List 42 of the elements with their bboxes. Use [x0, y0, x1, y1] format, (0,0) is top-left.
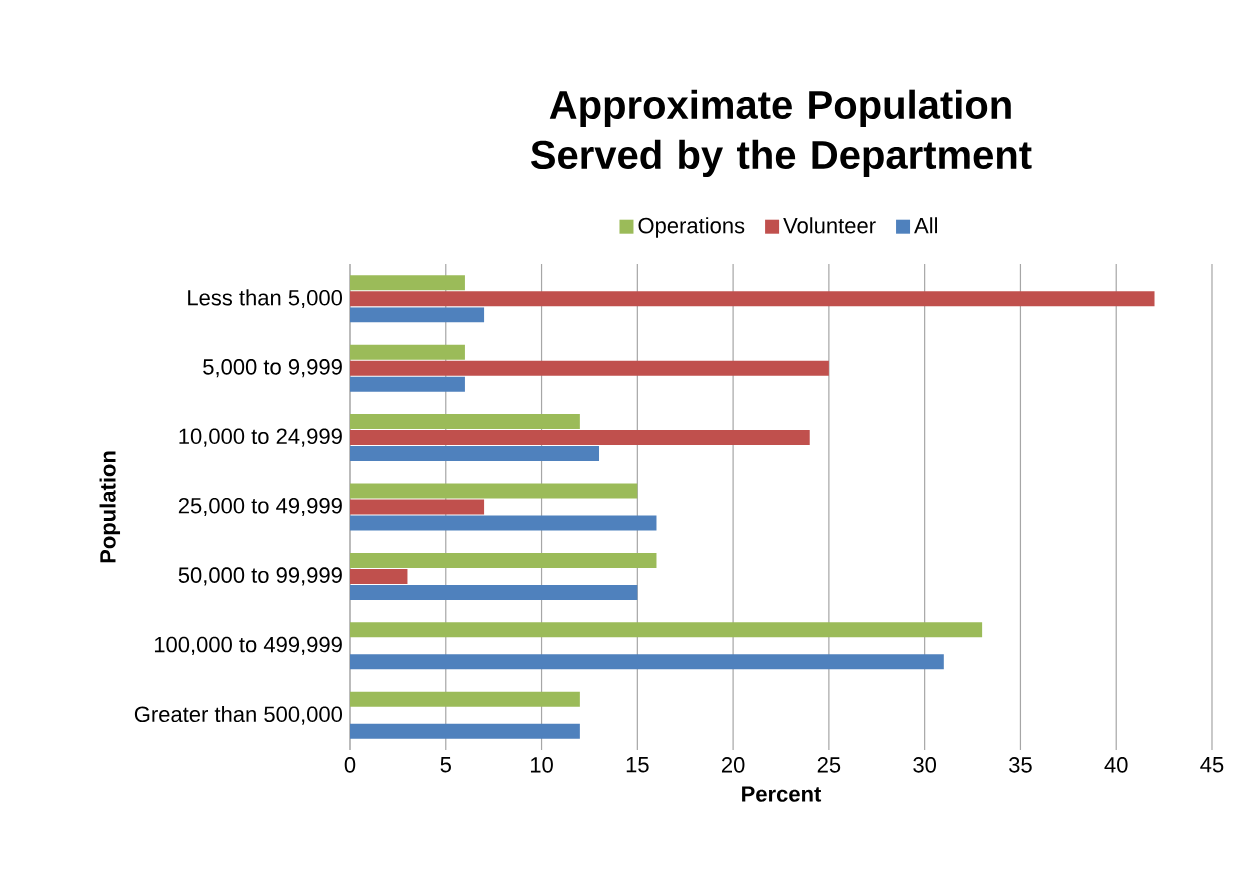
bar [350, 584, 638, 600]
chart-title: Approximate Population Served by the Department [530, 89, 1032, 177]
x-tick-label: 40 [1104, 757, 1128, 773]
x-tick-label: 25 [817, 757, 841, 773]
y-tick-label: 100,000 to 499,999 [154, 636, 342, 655]
bar [350, 414, 580, 430]
y-tick-label: 10,000 to 24,999 [179, 428, 342, 447]
bar [350, 360, 829, 376]
legend-label: Operations [638, 217, 745, 238]
legend-label: Volunteer [783, 217, 876, 234]
bar [350, 691, 580, 707]
y-tick-label: 25,000 to 49,999 [178, 497, 342, 517]
legend-label: All [914, 217, 938, 234]
bar [350, 568, 408, 584]
bar [350, 483, 638, 499]
bar [350, 723, 580, 739]
bar [350, 430, 810, 446]
bar [350, 291, 1155, 307]
bar [350, 376, 465, 392]
x-tick-label: 5 [440, 757, 451, 773]
x-axis-title: Percent [742, 786, 822, 802]
bar [350, 307, 485, 323]
bar [350, 499, 485, 515]
bar [350, 515, 657, 531]
bar [350, 654, 944, 670]
y-tick-label: 5,000 to 9,999 [203, 359, 342, 378]
y-axis-title: Population [99, 451, 121, 563]
bar [350, 622, 983, 638]
x-tick-label: 10 [530, 757, 553, 773]
x-tick-label: 20 [721, 757, 745, 773]
bar [350, 552, 657, 568]
y-tick-label: Greater than 500,000 [134, 705, 343, 725]
y-tick-label: 50,000 to 99,999 [178, 567, 342, 586]
x-tick-label: 0 [344, 757, 356, 773]
y-tick-label: Less than 5,000 [188, 289, 343, 309]
bar [350, 344, 465, 360]
x-tick-label: 15 [626, 757, 649, 773]
bar [350, 275, 465, 291]
bar [350, 446, 600, 462]
x-tick-label: 35 [1009, 757, 1032, 773]
x-tick-label: 30 [913, 757, 937, 773]
x-tick-label: 45 [1200, 757, 1224, 773]
